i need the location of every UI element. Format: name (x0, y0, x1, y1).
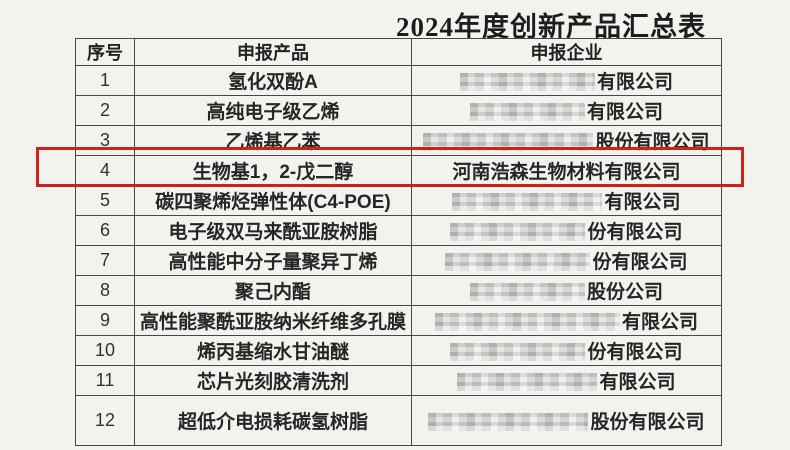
censored-text-mosaic (423, 133, 594, 151)
company-cell: 股份公司 (411, 275, 722, 306)
product-name: 电子级双马来酰亚胺树脂 (134, 215, 412, 246)
product-name: 芯片光刻胶清洗剂 (134, 365, 412, 396)
product-name: 氢化双酚A (134, 65, 412, 96)
company-name: 份有限公司 (592, 252, 688, 273)
company-name: 有限公司 (604, 192, 681, 213)
censored-text-mosaic (450, 343, 586, 361)
row-number: 3 (75, 125, 135, 156)
row-number: 6 (75, 215, 135, 246)
table-row: 5 碳四聚烯烃弹性体(C4-POE) 有限公司 (75, 185, 722, 216)
censored-text-mosaic (434, 313, 620, 331)
table-row-highlighted: 4 生物基1，2-戊二醇 河南浩森生物材料有限公司 (75, 155, 722, 186)
company-cell: 有限公司 (411, 305, 722, 336)
header-cell-no: 序号 (75, 38, 135, 66)
company-cell: 有限公司 (411, 65, 722, 96)
table-row: 9 高性能聚酰亚胺纳米纤维多孔膜 有限公司 (75, 305, 722, 336)
company-cell: 有限公司 (411, 365, 722, 396)
censored-text-mosaic (428, 413, 589, 431)
censored-text-mosaic (469, 103, 585, 121)
table-row: 6 电子级双马来酰亚胺树脂 份有限公司 (75, 215, 722, 246)
censored-text-mosaic (457, 373, 598, 391)
company-cell: 份有限公司 (411, 215, 722, 246)
company-cell: 份有限公司 (411, 245, 722, 276)
censored-text-mosaic (445, 253, 591, 271)
company-name: 有限公司 (621, 312, 698, 333)
row-number: 8 (75, 275, 135, 306)
row-number: 12 (75, 395, 135, 446)
censored-text-mosaic (452, 193, 603, 211)
company-name: 份有限公司 (587, 222, 683, 243)
product-name: 碳四聚烯烃弹性体(C4-POE) (134, 185, 412, 216)
summary-table: 序号 申报产品 申报企业 1 氢化双酚A 有限公司 2 高纯电子级乙烯 有限公司… (75, 38, 722, 446)
row-number: 11 (75, 365, 135, 396)
row-number: 4 (75, 155, 135, 186)
censored-text-mosaic (459, 73, 595, 91)
table-row: 8 聚己内酯 股份公司 (75, 275, 722, 306)
row-number: 7 (75, 245, 135, 276)
table-row: 7 高性能中分子量聚异丁烯 份有限公司 (75, 245, 722, 276)
row-number: 9 (75, 305, 135, 336)
company-name: 有限公司 (599, 372, 676, 393)
company-cell: 股份有限公司 (411, 395, 722, 446)
company-name: 份有限公司 (587, 342, 683, 363)
row-number: 2 (75, 95, 135, 126)
product-name: 乙烯基乙苯 (134, 125, 412, 156)
company-name: 股份有限公司 (590, 412, 705, 433)
header-cell-product: 申报产品 (134, 38, 412, 66)
censored-text-mosaic (450, 223, 586, 241)
table-row: 12 超低介电损耗碳氢树脂 股份有限公司 (75, 395, 722, 446)
product-name: 生物基1，2-戊二醇 (134, 155, 412, 186)
row-number: 10 (75, 335, 135, 366)
table-row: 11 芯片光刻胶清洗剂 有限公司 (75, 365, 722, 396)
product-name: 高性能中分子量聚异丁烯 (134, 245, 412, 276)
company-cell: 股份有限公司 (411, 125, 722, 156)
row-number: 1 (75, 65, 135, 96)
header-row: 序号 申报产品 申报企业 (75, 38, 722, 66)
company-name: 河南浩森生物材料有限公司 (452, 162, 681, 183)
company-cell: 河南浩森生物材料有限公司 (411, 155, 722, 186)
header-cell-company: 申报企业 (411, 38, 722, 66)
table-row: 2 高纯电子级乙烯 有限公司 (75, 95, 722, 126)
product-name: 超低介电损耗碳氢树脂 (134, 395, 412, 446)
page-title: 2024年度创新产品汇总表 (396, 12, 706, 42)
product-name: 聚己内酯 (134, 275, 412, 306)
table-row: 1 氢化双酚A 有限公司 (75, 65, 722, 96)
company-cell: 有限公司 (411, 95, 722, 126)
censored-text-mosaic (469, 283, 585, 301)
table-row: 10 烯丙基缩水甘油醚 份有限公司 (75, 335, 722, 366)
product-name: 烯丙基缩水甘油醚 (134, 335, 412, 366)
company-cell: 有限公司 (411, 185, 722, 216)
company-name: 股份公司 (586, 282, 663, 303)
company-name: 股份有限公司 (595, 132, 710, 153)
product-name: 高纯电子级乙烯 (134, 95, 412, 126)
company-cell: 份有限公司 (411, 335, 722, 366)
company-name: 有限公司 (586, 102, 663, 123)
row-number: 5 (75, 185, 135, 216)
company-name: 有限公司 (596, 72, 673, 93)
product-name: 高性能聚酰亚胺纳米纤维多孔膜 (134, 305, 412, 336)
table-row: 3 乙烯基乙苯 股份有限公司 (75, 125, 722, 156)
